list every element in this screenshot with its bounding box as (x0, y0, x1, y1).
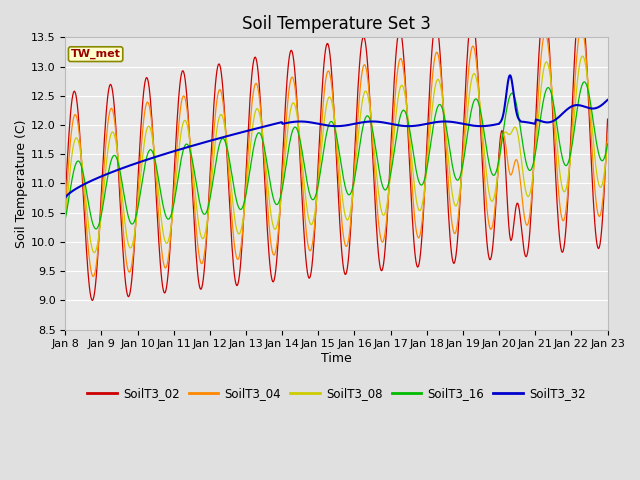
SoilT3_08 (71, 136, 79, 142)
SoilT3_08 (403, 106, 411, 112)
Line: SoilT3_08: SoilT3_08 (65, 56, 607, 252)
Line: SoilT3_16: SoilT3_16 (65, 82, 607, 229)
SoilT3_04 (71, 112, 79, 118)
SoilT3_08 (604, 139, 611, 145)
SoilT3_04 (419, 212, 427, 217)
Text: TW_met: TW_met (70, 49, 120, 60)
Line: SoilT3_32: SoilT3_32 (65, 75, 607, 198)
SoilT3_32 (61, 195, 69, 201)
SoilT3_02 (539, 5, 547, 11)
Title: Soil Temperature Set 3: Soil Temperature Set 3 (242, 15, 431, 33)
SoilT3_04 (183, 104, 191, 110)
SoilT3_32 (604, 97, 611, 103)
SoilT3_08 (61, 215, 69, 221)
SoilT3_04 (61, 207, 69, 213)
SoilT3_16 (92, 226, 100, 232)
SoilT3_08 (128, 244, 136, 250)
SoilT3_08 (579, 53, 586, 59)
SoilT3_16 (580, 79, 588, 85)
Line: SoilT3_04: SoilT3_04 (65, 27, 607, 276)
SoilT3_16 (419, 181, 427, 187)
SoilT3_02 (604, 116, 611, 122)
SoilT3_04 (128, 263, 136, 269)
SoilT3_32 (182, 145, 190, 151)
SoilT3_16 (61, 216, 69, 222)
SoilT3_04 (577, 24, 585, 30)
SoilT3_02 (71, 89, 79, 95)
SoilT3_32 (211, 137, 218, 143)
SoilT3_02 (211, 83, 219, 88)
SoilT3_02 (183, 92, 191, 97)
SoilT3_02 (403, 109, 411, 115)
SoilT3_02 (128, 278, 136, 284)
SoilT3_32 (127, 162, 134, 168)
X-axis label: Time: Time (321, 352, 352, 365)
SoilT3_04 (604, 131, 611, 136)
Line: SoilT3_02: SoilT3_02 (65, 8, 607, 300)
SoilT3_16 (128, 221, 136, 227)
SoilT3_08 (183, 120, 191, 126)
SoilT3_32 (506, 72, 514, 78)
SoilT3_02 (88, 298, 96, 303)
SoilT3_16 (403, 114, 411, 120)
SoilT3_32 (418, 122, 426, 128)
SoilT3_04 (403, 105, 411, 111)
SoilT3_16 (211, 162, 219, 168)
SoilT3_16 (183, 141, 191, 147)
SoilT3_16 (71, 163, 79, 169)
SoilT3_16 (604, 141, 611, 147)
SoilT3_08 (419, 199, 427, 204)
SoilT3_04 (90, 274, 97, 279)
SoilT3_32 (403, 123, 410, 129)
SoilT3_08 (211, 139, 219, 144)
SoilT3_32 (71, 186, 79, 192)
SoilT3_02 (61, 195, 69, 201)
Legend: SoilT3_02, SoilT3_04, SoilT3_08, SoilT3_16, SoilT3_32: SoilT3_02, SoilT3_04, SoilT3_08, SoilT3_… (83, 382, 590, 405)
SoilT3_08 (91, 250, 99, 255)
SoilT3_04 (211, 111, 219, 117)
SoilT3_02 (419, 221, 427, 227)
Y-axis label: Soil Temperature (C): Soil Temperature (C) (15, 119, 28, 248)
